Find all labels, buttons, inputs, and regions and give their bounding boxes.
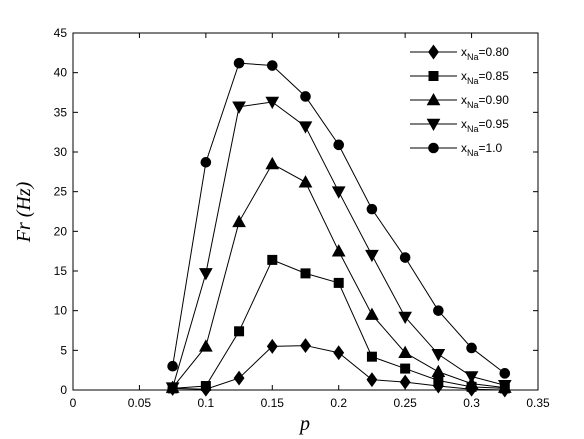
y-tick-label: 35 — [54, 105, 68, 119]
y-tick-label: 25 — [54, 185, 68, 199]
data-point-square — [300, 268, 311, 279]
x-tick-label: 0.1 — [198, 396, 215, 410]
data-point-square — [400, 363, 411, 374]
data-point-circle — [366, 203, 378, 215]
data-point-triangle-down — [497, 379, 512, 393]
data-point-diamond — [300, 338, 311, 354]
data-point-circle — [233, 57, 245, 69]
x-tick-label: 0.2 — [330, 396, 347, 410]
x-axis: 0 0.05 0.1 0.15 0.2 0.25 0.3 0.35 — [70, 33, 550, 410]
data-point-triangle-down — [199, 268, 213, 281]
x-tick-label: 0.3 — [463, 396, 480, 410]
legend-label: xNa=1.0 — [461, 141, 503, 158]
data-point-triangle-up — [199, 339, 213, 352]
y-tick-label: 10 — [54, 304, 68, 318]
data-point-triangle-up — [232, 214, 246, 228]
data-point-triangle-up — [426, 92, 441, 106]
data-point-diamond — [366, 372, 378, 388]
y-axis: 0 5 10 15 20 25 30 35 40 45 — [54, 26, 538, 397]
data-point-diamond — [266, 338, 278, 354]
data-point-circle — [167, 360, 178, 372]
data-point-triangle-down — [426, 118, 441, 132]
data-point-triangle-down — [165, 382, 180, 395]
legend-item: xNa=0.95 — [410, 117, 509, 134]
series — [165, 156, 512, 393]
series — [167, 57, 511, 379]
data-point-square — [333, 277, 344, 288]
y-tick-label: 30 — [54, 145, 68, 159]
data-point-triangle-up — [431, 364, 446, 378]
x-tick-label: 0.15 — [261, 396, 285, 410]
data-point-square — [200, 381, 211, 392]
data-point-square — [234, 326, 245, 337]
legend-label: xNa=0.85 — [461, 69, 509, 86]
legend-item: xNa=0.90 — [410, 92, 509, 110]
y-tick-label: 20 — [54, 224, 68, 238]
data-point-circle — [266, 60, 278, 71]
data-point-triangle-down — [331, 186, 346, 199]
data-point-square — [366, 351, 377, 362]
x-tick-label: 0.05 — [128, 396, 152, 410]
data-point-diamond — [399, 374, 411, 390]
data-point-triangle-up — [298, 175, 313, 188]
x-tick-label: 0.25 — [393, 396, 417, 410]
data-point-circle — [466, 342, 477, 354]
y-tick-label: 45 — [54, 26, 68, 40]
y-tick-label: 0 — [60, 383, 67, 397]
legend-item: xNa=0.85 — [410, 69, 509, 86]
data-point-triangle-up — [398, 345, 412, 359]
data-point-triangle-down — [464, 371, 479, 384]
data-point-triangle-down — [298, 121, 313, 134]
data-point-triangle-up — [265, 156, 280, 170]
data-point-circle — [200, 157, 212, 168]
data-point-circle — [300, 91, 311, 102]
data-point-diamond — [333, 345, 345, 361]
legend-label: xNa=0.90 — [461, 93, 509, 110]
series-layer — [165, 57, 512, 398]
data-point-triangle-down — [398, 311, 412, 325]
x-tick-label: 0.35 — [526, 396, 550, 410]
series — [165, 96, 512, 395]
legend-label: xNa=0.80 — [461, 45, 509, 62]
data-point-circle — [433, 305, 444, 316]
data-point-square — [428, 71, 439, 81]
legend: xNa=0.80 xNa=0.85 xNa=0.90 xNa=0.95 xNa=1.0 — [410, 44, 509, 158]
plot-area — [72, 32, 539, 391]
data-point-triangle-up — [365, 307, 379, 320]
data-point-circle — [428, 142, 439, 154]
x-tick-label: 0 — [70, 396, 77, 410]
data-point-triangle-down — [431, 349, 446, 362]
data-point-triangle-up — [331, 244, 346, 257]
legend-label: xNa=0.95 — [461, 117, 509, 134]
data-point-diamond — [428, 44, 439, 60]
data-point-circle — [333, 139, 345, 151]
data-point-square — [433, 375, 444, 386]
x-axis-label: p — [298, 413, 310, 435]
data-point-triangle-down — [365, 249, 379, 263]
data-point-diamond — [233, 370, 245, 386]
data-point-square — [267, 254, 278, 265]
y-tick-label: 40 — [54, 66, 68, 80]
data-point-triangle-down — [265, 96, 280, 110]
legend-item: xNa=0.80 — [410, 44, 509, 62]
y-axis-label: Fr (Hz) — [13, 181, 35, 243]
y-tick-label: 5 — [60, 343, 67, 357]
y-tick-label: 15 — [54, 264, 68, 278]
data-point-circle — [499, 368, 511, 379]
legend-item: xNa=1.0 — [410, 141, 503, 158]
data-point-circle — [399, 252, 411, 263]
data-point-triangle-down — [232, 101, 246, 114]
